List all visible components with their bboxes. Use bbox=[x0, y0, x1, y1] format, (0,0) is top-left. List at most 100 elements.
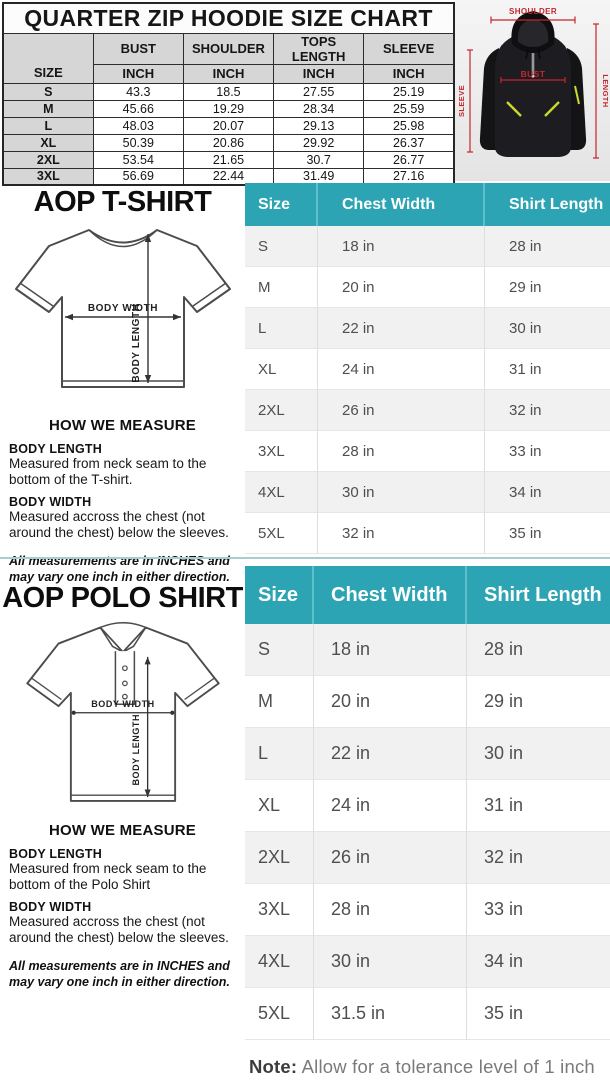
table-cell: M bbox=[245, 676, 314, 728]
table-cell: 26.37 bbox=[363, 133, 455, 152]
shoulder-measure-label: SHOULDER bbox=[509, 7, 557, 16]
table-cell: 32 in bbox=[485, 390, 610, 431]
table-cell: 26.77 bbox=[363, 150, 455, 169]
table-cell: XL bbox=[245, 349, 318, 390]
table-cell: 5XL bbox=[245, 988, 314, 1040]
unit-cell: INCH bbox=[363, 63, 455, 84]
table-cell: 24 in bbox=[318, 349, 485, 390]
table-cell: XL bbox=[245, 780, 314, 832]
body-width-description: Measured accross the chest (not around t… bbox=[9, 508, 229, 541]
table-cell: 29 in bbox=[467, 676, 610, 728]
table-cell: 3XL bbox=[245, 884, 314, 936]
table-cell: 28 in bbox=[485, 226, 610, 267]
column-header-shoulder: SHOULDER bbox=[182, 32, 275, 65]
body-length-label: BODY LENGTH bbox=[131, 303, 142, 382]
table-cell: 20 in bbox=[314, 676, 467, 728]
table-cell: 28 in bbox=[314, 884, 467, 936]
column-header-sleeve: SLEEVE bbox=[363, 32, 455, 65]
table-cell: 26 in bbox=[314, 832, 467, 884]
table-header-row: Size Chest Width Shirt Length bbox=[245, 183, 610, 226]
bust-measure-label: BUST bbox=[521, 69, 546, 79]
table-cell: 29.92 bbox=[273, 133, 365, 152]
how-we-measure-heading: HOW WE MEASURE bbox=[49, 417, 196, 434]
body-width-description: Measured accross the chest (not around t… bbox=[9, 913, 229, 946]
table-cell: 29 in bbox=[485, 267, 610, 308]
column-header-tops-length: TOPS LENGTH bbox=[273, 32, 365, 65]
unit-cell: INCH bbox=[182, 63, 275, 84]
body-length-heading: BODY LENGTH bbox=[9, 442, 102, 456]
table-cell: 31 in bbox=[467, 780, 610, 832]
table-cell: 56.69 bbox=[92, 167, 184, 186]
size-cell: S bbox=[2, 82, 94, 101]
header-size: Size bbox=[245, 566, 314, 624]
tshirt-section-title: AOP T-SHIRT bbox=[33, 186, 212, 218]
table-cell: 30 in bbox=[318, 472, 485, 513]
column-header-bust: BUST bbox=[92, 32, 184, 65]
table-cell: 24 in bbox=[314, 780, 467, 832]
table-cell: 33 in bbox=[467, 884, 610, 936]
table-header-row: Size Chest Width Shirt Length bbox=[245, 566, 610, 624]
hoodie-chart-title: QUARTER ZIP HOODIE SIZE CHART bbox=[2, 2, 455, 34]
table-row: XL 50.39 20.86 29.92 26.37 bbox=[2, 133, 455, 152]
table-cell: 18.5 bbox=[182, 82, 275, 101]
size-cell: 2XL bbox=[2, 150, 94, 169]
body-length-label: BODY LENGTH bbox=[131, 714, 141, 786]
table-row: 5XL 32 in 35 in bbox=[245, 513, 610, 554]
header-size: Size bbox=[245, 183, 318, 226]
table-cell: 34 in bbox=[485, 472, 610, 513]
table-row: 4XL 30 in 34 in bbox=[245, 472, 610, 513]
table-cell: L bbox=[245, 308, 318, 349]
table-cell: 50.39 bbox=[92, 133, 184, 152]
table-row: 4XL 30 in 34 in bbox=[245, 936, 610, 988]
table-row: L 22 in 30 in bbox=[245, 728, 610, 780]
table-cell: 25.19 bbox=[363, 82, 455, 101]
table-row: M 45.66 19.29 28.34 25.59 bbox=[2, 99, 455, 118]
table-cell: 18 in bbox=[314, 624, 467, 676]
table-cell: 19.29 bbox=[182, 99, 275, 118]
tshirt-diagram: BODY WIDTH BODY LENGTH bbox=[14, 229, 231, 388]
table-row: 3XL 28 in 33 in bbox=[245, 884, 610, 936]
table-cell: 31 in bbox=[485, 349, 610, 390]
table-cell: 27.16 bbox=[363, 167, 455, 186]
length-measure-label: LENGTH bbox=[601, 74, 610, 107]
table-cell: 20 in bbox=[318, 267, 485, 308]
table-cell: S bbox=[245, 226, 318, 267]
table-cell: 20.86 bbox=[182, 133, 275, 152]
table-cell: 4XL bbox=[245, 936, 314, 988]
table-row: M 20 in 29 in bbox=[245, 676, 610, 728]
size-cell: 3XL bbox=[2, 167, 94, 186]
table-cell: 30 in bbox=[314, 936, 467, 988]
table-cell: 28 in bbox=[318, 431, 485, 472]
table-cell: 53.54 bbox=[92, 150, 184, 169]
table-row: 2XL 53.54 21.65 30.7 26.77 bbox=[2, 150, 455, 169]
table-cell: 26 in bbox=[318, 390, 485, 431]
header-chest-width: Chest Width bbox=[318, 183, 485, 226]
table-cell: 35 in bbox=[467, 988, 610, 1040]
note-text: Allow for a tolerance level of 1 inch bbox=[301, 1056, 595, 1077]
measurement-disclaimer: All measurements are in INCHES and may v… bbox=[9, 958, 230, 990]
table-row: SIZE BUST SHOULDER TOPS LENGTH SLEEVE bbox=[2, 32, 455, 84]
how-we-measure-heading: HOW WE MEASURE bbox=[49, 822, 196, 839]
table-row: S 18 in 28 in bbox=[245, 226, 610, 267]
note-label: Note: bbox=[249, 1056, 298, 1077]
table-cell: 3XL bbox=[245, 431, 318, 472]
header-chest-width: Chest Width bbox=[314, 566, 467, 624]
table-cell: 43.3 bbox=[92, 82, 184, 101]
unit-cell: INCH bbox=[92, 63, 184, 84]
tshirt-section: AOP T-SHIRT BODY WIDTH BODY LENGTH HOW W… bbox=[0, 186, 245, 585]
table-cell: 34 in bbox=[467, 936, 610, 988]
table-row: XL 24 in 31 in bbox=[245, 780, 610, 832]
table-cell: 48.03 bbox=[92, 116, 184, 135]
size-column-header: SIZE bbox=[2, 32, 94, 84]
table-cell: 29.13 bbox=[273, 116, 365, 135]
hoodie-size-table: QUARTER ZIP HOODIE SIZE CHART SIZE BUST … bbox=[2, 2, 455, 186]
size-cell: M bbox=[2, 99, 94, 118]
polo-diagram: BODY WIDTH BODY LENGTH bbox=[25, 621, 220, 802]
table-cell: 35 in bbox=[485, 513, 610, 554]
hoodie-illustration: SHOULDER BUST SLEEVE LENGTH bbox=[455, 0, 610, 181]
table-cell: 18 in bbox=[318, 226, 485, 267]
table-row: 5XL 31.5 in 35 in bbox=[245, 988, 610, 1040]
table-cell: 21.65 bbox=[182, 150, 275, 169]
table-row: XL 24 in 31 in bbox=[245, 349, 610, 390]
